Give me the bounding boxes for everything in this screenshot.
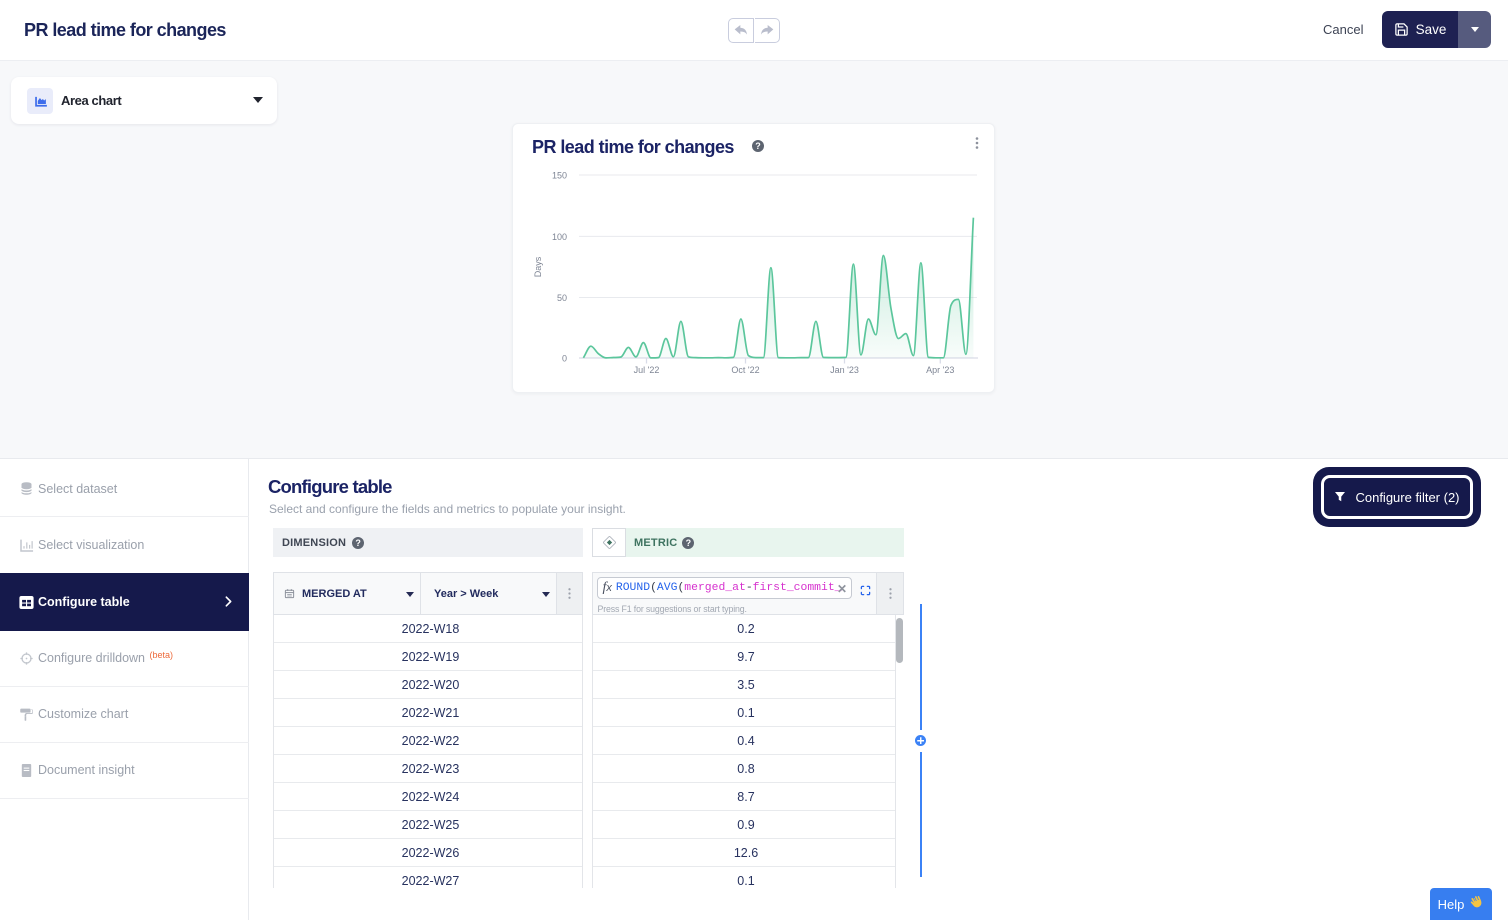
- svg-text:Apr '23: Apr '23: [926, 365, 954, 375]
- svg-text:Jan '23: Jan '23: [830, 365, 859, 375]
- svg-text:Jul '22: Jul '22: [634, 365, 660, 375]
- svg-text:50: 50: [557, 293, 567, 303]
- svg-text:Days: Days: [533, 256, 543, 277]
- svg-text:0: 0: [562, 354, 567, 364]
- svg-text:100: 100: [552, 232, 567, 242]
- svg-text:Oct '22: Oct '22: [731, 365, 759, 375]
- svg-text:150: 150: [552, 171, 567, 181]
